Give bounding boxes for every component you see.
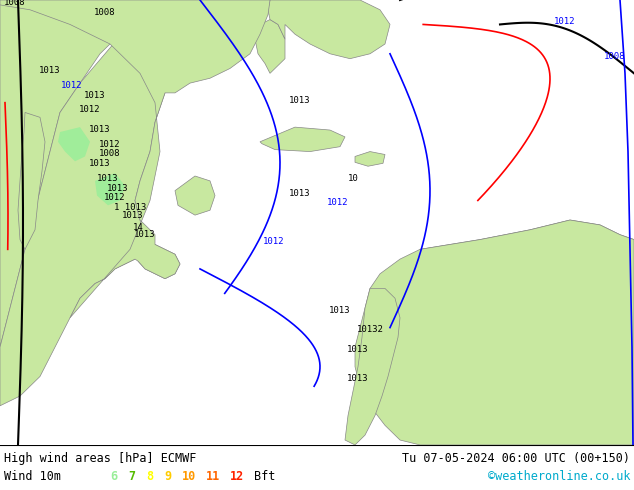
Text: 1013: 1013	[329, 306, 351, 315]
Text: 1013: 1013	[39, 66, 61, 75]
Text: 1013: 1013	[122, 211, 144, 220]
Text: 1013: 1013	[89, 159, 111, 168]
Polygon shape	[355, 220, 634, 445]
Text: 1008: 1008	[94, 8, 116, 17]
Text: 1008: 1008	[604, 51, 626, 61]
Text: 8: 8	[146, 470, 153, 483]
Polygon shape	[260, 127, 345, 151]
Text: 1013: 1013	[347, 374, 369, 383]
Polygon shape	[355, 151, 385, 166]
Text: 1013: 1013	[134, 230, 156, 239]
Text: 1013: 1013	[89, 125, 111, 134]
Text: 1008: 1008	[100, 149, 120, 158]
Text: 1013: 1013	[289, 189, 311, 197]
Text: High wind areas [hPa] ECMWF: High wind areas [hPa] ECMWF	[4, 452, 197, 465]
Text: 11: 11	[206, 470, 220, 483]
Text: Bft: Bft	[254, 470, 275, 483]
Text: 1013: 1013	[97, 174, 119, 183]
Text: 7: 7	[128, 470, 135, 483]
Text: 1013: 1013	[107, 184, 129, 193]
Polygon shape	[0, 24, 170, 406]
Text: 12: 12	[230, 470, 244, 483]
Polygon shape	[268, 0, 390, 59]
Text: 1012: 1012	[100, 140, 120, 148]
Text: Tu 07-05-2024 06:00 UTC (00+150): Tu 07-05-2024 06:00 UTC (00+150)	[402, 452, 630, 465]
Text: 1012: 1012	[554, 18, 576, 26]
Text: 1012: 1012	[327, 198, 349, 207]
Polygon shape	[58, 127, 90, 161]
Text: 10132: 10132	[356, 325, 384, 335]
Text: ©weatheronline.co.uk: ©weatheronline.co.uk	[488, 470, 630, 483]
Text: 14: 14	[133, 223, 143, 232]
Text: 1 1013: 1 1013	[114, 203, 146, 212]
Text: 1013: 1013	[84, 91, 106, 100]
Text: 1012: 1012	[104, 194, 126, 202]
Polygon shape	[18, 112, 45, 249]
Text: 1012: 1012	[263, 238, 285, 246]
Polygon shape	[0, 0, 270, 318]
Text: 9: 9	[164, 470, 171, 483]
Text: 6: 6	[110, 470, 117, 483]
Text: 1013: 1013	[289, 96, 311, 105]
Text: Wind 10m: Wind 10m	[4, 470, 61, 483]
Polygon shape	[345, 289, 400, 445]
Text: 1012: 1012	[61, 81, 83, 90]
Polygon shape	[175, 176, 215, 215]
Text: 1013: 1013	[347, 345, 369, 354]
Polygon shape	[0, 0, 130, 347]
Polygon shape	[138, 245, 180, 279]
Polygon shape	[255, 20, 285, 74]
Text: 10: 10	[347, 174, 358, 183]
Text: 1008: 1008	[4, 0, 26, 7]
Text: 10: 10	[182, 470, 197, 483]
Polygon shape	[95, 173, 125, 205]
Text: 1012: 1012	[79, 105, 101, 115]
Polygon shape	[420, 220, 634, 284]
